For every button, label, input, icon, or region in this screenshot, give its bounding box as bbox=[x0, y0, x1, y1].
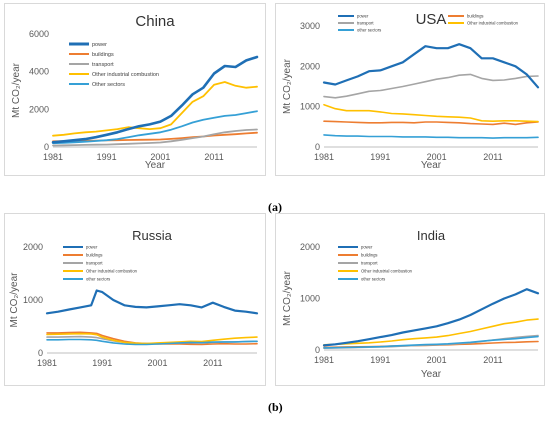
russia-series-other-sectors bbox=[46, 338, 258, 346]
china-series-transport bbox=[52, 128, 258, 147]
india-x-tick-label: 1991 bbox=[370, 355, 390, 365]
usa-series-transport bbox=[323, 73, 539, 99]
india-series-power bbox=[322, 288, 540, 347]
usa-panel: USA 0 1000 2000 3000 1981 1991 2001 2011 Mt CO₂/y… bbox=[275, 3, 545, 176]
russia-legend-label: other sectors bbox=[86, 277, 110, 282]
china-legend-label: Other sectors bbox=[92, 82, 125, 88]
russia-x-tick-label: 2011 bbox=[203, 358, 222, 368]
india-panel: India 0 1000 2000 1981 1991 2001 2011 Mt CO₂/yea… bbox=[275, 213, 545, 386]
usa-chart: USA 0 1000 2000 3000 1981 1991 2001 2011 Mt CO₂/y… bbox=[282, 11, 540, 171]
china-y-tick-label: 6000 bbox=[29, 29, 49, 39]
russia-legend-label: buildings bbox=[86, 253, 103, 258]
china-x-tick-label: 2011 bbox=[204, 152, 223, 162]
india-legend-label: power bbox=[361, 245, 373, 250]
russia-panel: Russia 0 1000 2000 1981 1991 2001 2011 Mt CO₂/ye… bbox=[4, 213, 266, 386]
usa-y-tick-label: 3000 bbox=[300, 21, 320, 31]
india-y-tick-label: 2000 bbox=[300, 242, 320, 252]
usa-x-tick-label: 2011 bbox=[483, 152, 502, 162]
usa-x-tick-label: 1991 bbox=[370, 152, 390, 162]
russia-y-tick-label: 1000 bbox=[23, 295, 43, 305]
china-chart: China 0 2000 4000 6000 1981 1991 2001 2011 Mt CO₂… bbox=[11, 13, 259, 171]
russia-legend-label: power bbox=[86, 245, 98, 250]
india-series-other-industrial-combustion bbox=[323, 318, 539, 346]
russia-y-tick-label: 0 bbox=[38, 348, 43, 358]
usa-series-power bbox=[322, 43, 540, 89]
russia-x-tick-label: 1991 bbox=[92, 358, 112, 368]
china-x-tick-label: 1991 bbox=[97, 152, 117, 162]
china-x-axis-label: Year bbox=[145, 160, 166, 171]
figure-label-a: (a) bbox=[268, 200, 282, 214]
usa-title: USA bbox=[416, 11, 447, 28]
china-legend-label: buildings bbox=[92, 52, 114, 58]
india-x-tick-label: 2011 bbox=[483, 355, 502, 365]
china-title: China bbox=[135, 13, 175, 30]
china-x-tick-label: 1981 bbox=[43, 152, 63, 162]
usa-series-other-sectors bbox=[323, 134, 539, 139]
china-series-other-sectors bbox=[52, 110, 258, 145]
russia-x-tick-label: 1981 bbox=[37, 358, 57, 368]
china-y-axis-label: Mt CO₂/year bbox=[11, 62, 22, 118]
figure-label-b: (b) bbox=[268, 400, 283, 414]
usa-series-other-industrial-combustion bbox=[323, 103, 539, 123]
india-x-tick-label: 1981 bbox=[314, 355, 334, 365]
russia-title: Russia bbox=[132, 228, 173, 243]
china-y-tick-label: 2000 bbox=[29, 104, 49, 114]
usa-series-buildings bbox=[323, 120, 539, 126]
china-x-tick-label: 2001 bbox=[150, 152, 170, 162]
usa-x-axis-label: Year bbox=[421, 160, 442, 171]
india-title: India bbox=[417, 228, 446, 243]
usa-legend-label: power bbox=[357, 14, 369, 19]
russia-series-power bbox=[45, 289, 259, 315]
usa-y-tick-label: 1000 bbox=[300, 102, 320, 112]
russia-x-tick-label: 2001 bbox=[148, 358, 168, 368]
china-y-tick-label: 0 bbox=[44, 142, 49, 152]
russia-legend-label: transport bbox=[86, 261, 103, 266]
usa-legend-label: other sectors bbox=[357, 28, 381, 33]
usa-y-tick-label: 2000 bbox=[300, 61, 320, 71]
russia-series-other-industrial-combustion bbox=[46, 332, 258, 345]
china-legend-label: Other industrial combustion bbox=[92, 72, 159, 78]
india-y-tick-label: 0 bbox=[315, 345, 320, 355]
russia-y-tick-label: 2000 bbox=[23, 242, 43, 252]
usa-legend-label: Other industrial combustion bbox=[467, 21, 519, 26]
china-y-tick-label: 4000 bbox=[29, 67, 49, 77]
russia-legend-label: Other industrial combustion bbox=[86, 269, 138, 274]
russia-chart: Russia 0 1000 2000 1981 1991 2001 2011 Mt CO₂/ye… bbox=[9, 228, 259, 368]
usa-x-tick-label: 2001 bbox=[427, 152, 447, 162]
india-series-other-sectors bbox=[323, 335, 539, 349]
china-legend-label: power bbox=[92, 42, 107, 48]
india-y-axis-label: Mt CO₂/year bbox=[282, 270, 293, 326]
india-legend-label: transport bbox=[361, 261, 378, 266]
india-x-tick-label: 2001 bbox=[427, 355, 447, 365]
china-series-other-industrial-combustion bbox=[52, 81, 258, 137]
india-chart: India 0 1000 2000 1981 1991 2001 2011 Mt CO₂/yea… bbox=[282, 228, 540, 380]
india-legend-label: Other industrial combustion bbox=[361, 269, 413, 274]
usa-legend-label: transport bbox=[357, 21, 374, 26]
china-series-power bbox=[51, 55, 259, 144]
china-panel: China 0 2000 4000 6000 1981 1991 2001 2011 Mt CO₂… bbox=[4, 3, 266, 176]
india-legend-label: buildings bbox=[361, 253, 378, 258]
india-y-tick-label: 1000 bbox=[300, 294, 320, 304]
usa-y-tick-label: 0 bbox=[315, 142, 320, 152]
usa-legend-label: buildings bbox=[467, 14, 484, 19]
usa-x-tick-label: 1981 bbox=[314, 152, 334, 162]
usa-y-axis-label: Mt CO₂/year bbox=[282, 58, 293, 114]
russia-y-axis-label: Mt CO₂/year bbox=[9, 272, 20, 328]
india-legend-label: other sectors bbox=[361, 277, 385, 282]
china-legend-label: transport bbox=[92, 62, 114, 68]
india-x-axis-label: Year bbox=[421, 369, 442, 380]
